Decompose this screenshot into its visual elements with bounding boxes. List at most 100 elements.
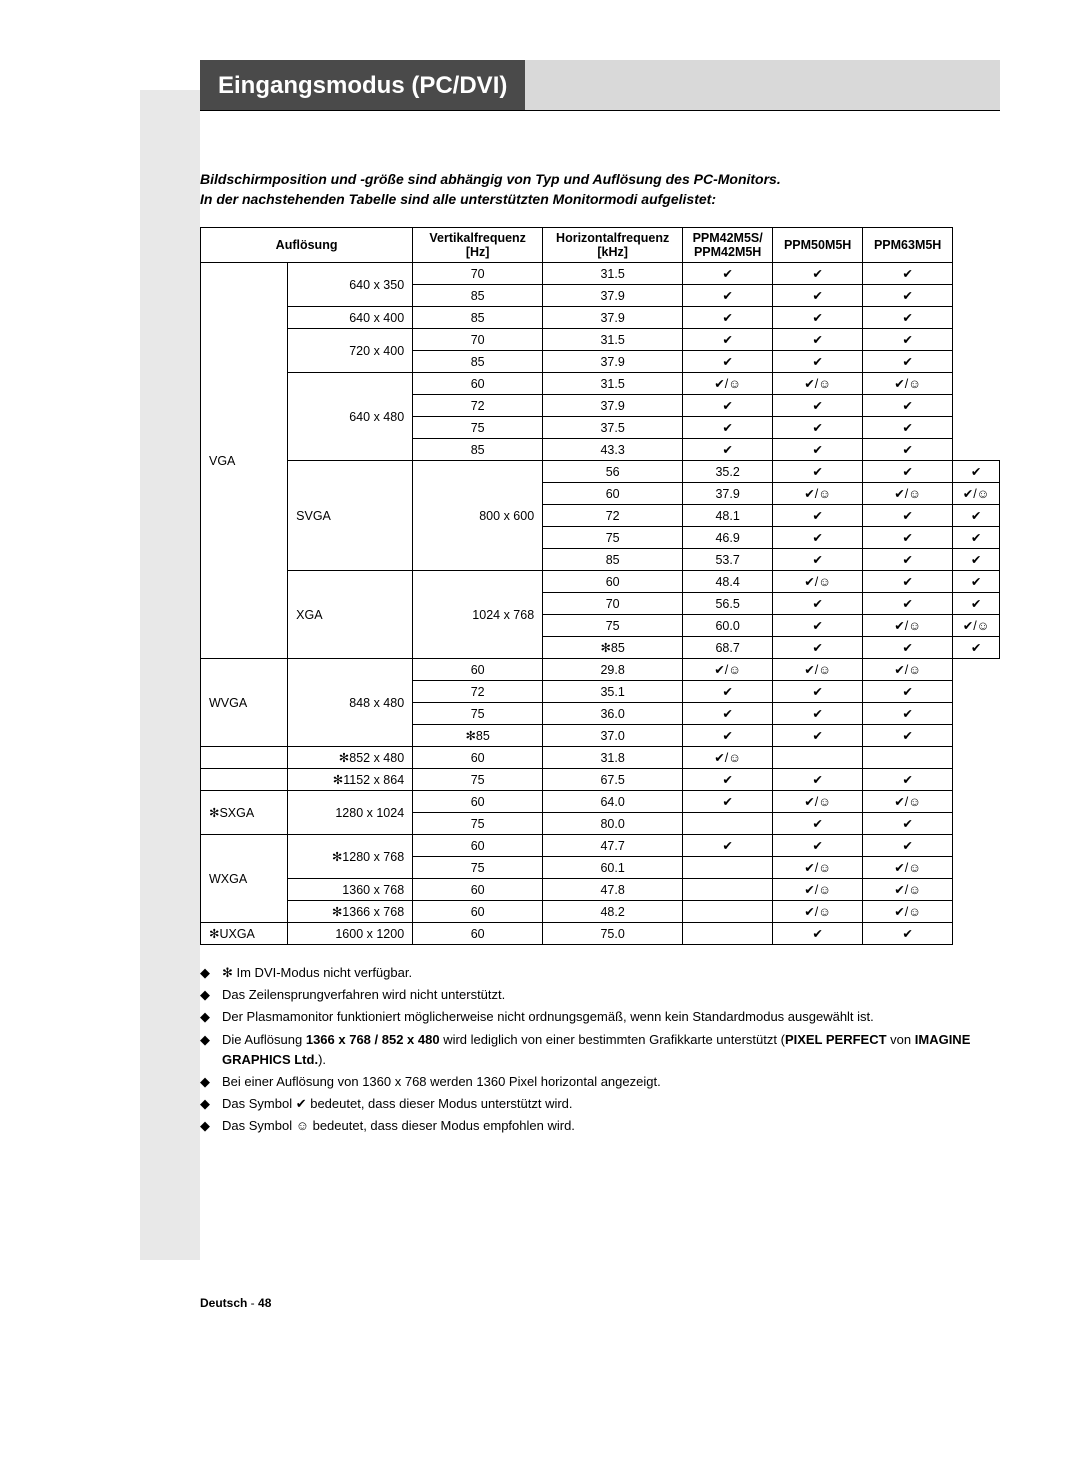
cell-hf: 60.1 — [543, 857, 683, 879]
cell-vf: 60 — [543, 483, 683, 505]
cell-m3: ✔ — [863, 725, 953, 747]
cell-m2: ✔ — [773, 285, 863, 307]
table-row: ✻1152 x 8647567.5✔✔✔ — [201, 769, 1000, 791]
cell-hf: 36.0 — [543, 703, 683, 725]
cell-type — [201, 747, 288, 769]
cell-vf: 60 — [413, 835, 543, 857]
cell-m3: ✔ — [953, 637, 1000, 659]
cell-hf: 31.5 — [543, 329, 683, 351]
cell-hf: 35.2 — [683, 461, 773, 483]
cell-m3: ✔ — [953, 571, 1000, 593]
cell-m3: ✔/☺ — [863, 879, 953, 901]
cell-m2: ✔/☺ — [773, 901, 863, 923]
left-margin-bar — [140, 90, 200, 1260]
cell-resolution: 800 x 600 — [413, 461, 543, 571]
cell-m3: ✔ — [863, 813, 953, 835]
cell-m3: ✔/☺ — [863, 659, 953, 681]
table-row: SVGA800 x 6005635.2✔✔✔ — [201, 461, 1000, 483]
cell-m3: ✔ — [863, 307, 953, 329]
table-row: 640 x 4008537.9✔✔✔ — [201, 307, 1000, 329]
cell-hf: 29.8 — [543, 659, 683, 681]
cell-m2: ✔/☺ — [773, 791, 863, 813]
cell-vf: 85 — [413, 307, 543, 329]
cell-hf: 31.5 — [543, 263, 683, 285]
cell-hf: 37.5 — [543, 417, 683, 439]
cell-m1 — [683, 879, 773, 901]
cell-type: SVGA — [288, 461, 413, 571]
cell-type: ✻UXGA — [201, 923, 288, 945]
note-1: ✻ Im DVI-Modus nicht verfügbar. — [222, 963, 412, 983]
cell-type — [201, 769, 288, 791]
table-row: ✻1366 x 7686048.2✔/☺✔/☺ — [201, 901, 1000, 923]
cell-type: ✻SXGA — [201, 791, 288, 835]
cell-vf: 85 — [543, 549, 683, 571]
cell-m1: ✔ — [683, 769, 773, 791]
cell-m1: ✔/☺ — [773, 571, 863, 593]
cell-m1: ✔ — [773, 549, 863, 571]
cell-hf: 37.9 — [543, 351, 683, 373]
cell-m3: ✔ — [953, 593, 1000, 615]
cell-m3: ✔ — [953, 461, 1000, 483]
heading: Eingangsmodus (PC/DVI) — [200, 60, 1000, 110]
cell-m3: ✔ — [863, 263, 953, 285]
cell-hf: 37.9 — [543, 285, 683, 307]
cell-vf: 75 — [413, 813, 543, 835]
cell-m2: ✔/☺ — [863, 483, 953, 505]
note-3: Der Plasmamonitor funktioniert möglicher… — [222, 1007, 874, 1027]
cell-m1: ✔ — [683, 725, 773, 747]
table-row: 640 x 4806031.5✔/☺✔/☺✔/☺ — [201, 373, 1000, 395]
cell-resolution: 1280 x 1024 — [288, 791, 413, 835]
intro-line-1: Bildschirmposition und -größe sind abhän… — [200, 171, 781, 187]
cell-resolution: 640 x 400 — [288, 307, 413, 329]
cell-vf: 60 — [413, 791, 543, 813]
cell-hf: 48.4 — [683, 571, 773, 593]
cell-m3: ✔ — [953, 549, 1000, 571]
cell-m3: ✔ — [863, 285, 953, 307]
diamond-icon: ◆ — [200, 963, 214, 983]
cell-vf: 70 — [413, 329, 543, 351]
cell-m2: ✔ — [863, 527, 953, 549]
table-row: XGA1024 x 7686048.4✔/☺✔✔ — [201, 571, 1000, 593]
page: Eingangsmodus (PC/DVI) Bildschirmpositio… — [0, 0, 1080, 1370]
table-row: ✻852 x 4806031.8✔/☺ — [201, 747, 1000, 769]
cell-m2: ✔ — [773, 351, 863, 373]
cell-resolution: 1024 x 768 — [413, 571, 543, 659]
cell-vf: 75 — [543, 527, 683, 549]
cell-m1 — [683, 813, 773, 835]
note-5: Bei einer Auflösung von 1360 x 768 werde… — [222, 1072, 661, 1092]
cell-resolution: ✻852 x 480 — [288, 747, 413, 769]
cell-m2: ✔ — [773, 835, 863, 857]
cell-resolution: 640 x 350 — [288, 263, 413, 307]
cell-resolution: ✻1280 x 768 — [288, 835, 413, 879]
cell-m2: ✔/☺ — [773, 879, 863, 901]
table-row: ✻UXGA1600 x 12006075.0✔✔ — [201, 923, 1000, 945]
cell-type: WVGA — [201, 659, 288, 747]
cell-m3: ✔/☺ — [863, 857, 953, 879]
cell-vf: 60 — [413, 901, 543, 923]
notes: ◆✻ Im DVI-Modus nicht verfügbar. ◆Das Ze… — [200, 963, 1000, 1136]
diamond-icon: ◆ — [200, 1030, 214, 1070]
cell-hf: 80.0 — [543, 813, 683, 835]
cell-hf: 53.7 — [683, 549, 773, 571]
cell-m2: ✔ — [863, 593, 953, 615]
cell-m1 — [683, 923, 773, 945]
cell-m1: ✔ — [683, 351, 773, 373]
cell-resolution: 1600 x 1200 — [288, 923, 413, 945]
cell-vf: 60 — [413, 747, 543, 769]
cell-m2: ✔ — [773, 923, 863, 945]
cell-type: XGA — [288, 571, 413, 659]
cell-m2: ✔ — [863, 637, 953, 659]
cell-m2: ✔ — [773, 681, 863, 703]
cell-vf: 60 — [543, 571, 683, 593]
heading-rule — [200, 110, 1000, 111]
cell-m3: ✔/☺ — [863, 901, 953, 923]
resolution-table: Auflösung Vertikalfrequenz[Hz] Horizonta… — [200, 227, 1000, 945]
cell-m3: ✔ — [953, 505, 1000, 527]
th-vf: Vertikalfrequenz[Hz] — [413, 228, 543, 263]
cell-vf: 56 — [543, 461, 683, 483]
cell-m1: ✔ — [773, 637, 863, 659]
cell-m1: ✔ — [683, 395, 773, 417]
cell-m3: ✔ — [863, 923, 953, 945]
cell-resolution: 848 x 480 — [288, 659, 413, 747]
th-model-1: PPM42M5S/PPM42M5H — [683, 228, 773, 263]
